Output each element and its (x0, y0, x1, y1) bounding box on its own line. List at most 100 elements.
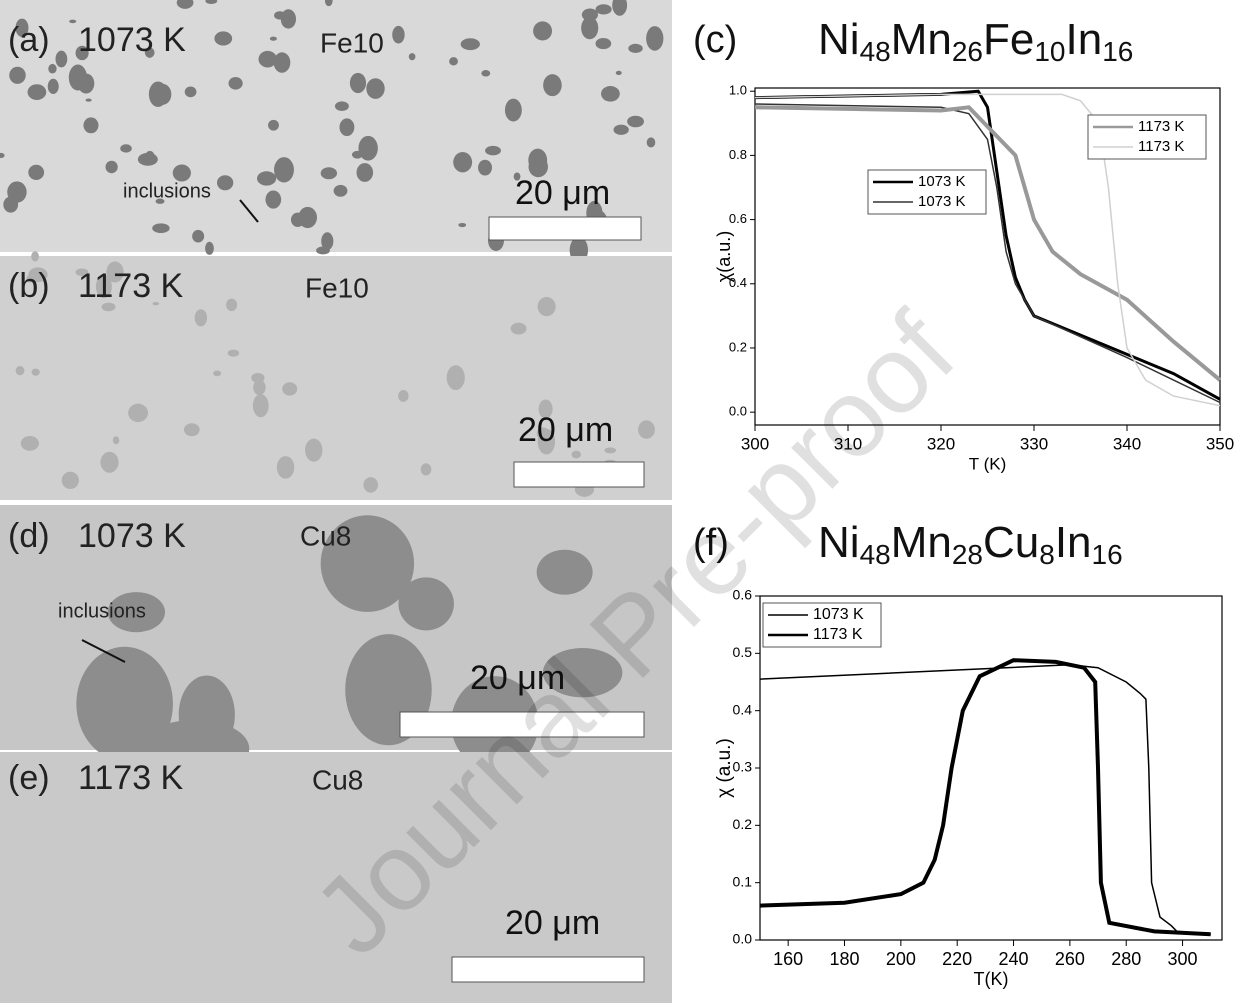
alloy: Fe10 (320, 27, 384, 58)
phase-grain (446, 365, 465, 391)
phase-grain (449, 57, 458, 66)
phase-grain (536, 549, 593, 595)
phase-grain (3, 196, 19, 213)
phase-grain (628, 43, 643, 53)
phase-grain (152, 223, 170, 233)
phase-grain (26, 274, 34, 283)
y-tick-label: 0.5 (733, 644, 753, 660)
phase-grain (269, 36, 277, 41)
arrow (81, 639, 126, 663)
phase-grain (282, 382, 298, 396)
phase-grain (31, 368, 40, 376)
phase-grain (227, 349, 240, 357)
phase-grain (106, 261, 124, 283)
annotation: inclusions (58, 600, 146, 622)
legend-label: 1173 K (1138, 118, 1184, 135)
phase-grain (155, 198, 165, 204)
phase-grain (205, 0, 218, 5)
phase-grain (453, 152, 473, 173)
temperature: 1073 K (78, 21, 186, 59)
phase-grain (638, 420, 655, 439)
phase-grain (48, 63, 57, 74)
y-tick-label: 0.0 (729, 404, 747, 419)
phase-grain (537, 296, 556, 317)
legend-label: 1173 K (813, 626, 863, 643)
phase-grain (356, 163, 374, 182)
phase-grain (595, 38, 612, 50)
phase-grain (320, 515, 415, 612)
phase-grain (604, 447, 617, 454)
scale-label: 20 μm (518, 411, 613, 449)
phase-grain (324, 0, 333, 7)
data-line (759, 658, 1211, 937)
phase-grain (398, 390, 409, 402)
phase-grain (20, 435, 39, 451)
phase-grain (333, 184, 348, 197)
x-tick-label: 300 (1168, 949, 1198, 969)
phase-grain (61, 471, 79, 489)
phase-grain (339, 118, 355, 137)
phase-grain (85, 98, 92, 102)
y-tick-label: 0.4 (729, 275, 747, 290)
phase-grain (183, 423, 200, 437)
chart-title: Ni48Mn26Fe10In16 (818, 15, 1133, 68)
phase-grain (214, 31, 233, 46)
micrograph (0, 0, 672, 252)
phase-grain (192, 229, 205, 243)
y-tick-label: 0.1 (733, 873, 753, 889)
alloy: Cu8 (300, 520, 351, 551)
phase-grain (9, 66, 26, 84)
phase-grain (481, 70, 491, 77)
legend-label: 1073 K (918, 173, 966, 190)
phase-grain (268, 119, 279, 131)
scale-label: 20 μm (505, 904, 600, 942)
phase-grain (226, 298, 238, 312)
phase-grain (504, 98, 522, 122)
phase-grain (144, 47, 155, 58)
phase-grain (148, 81, 168, 108)
panel-label: (e) (8, 759, 50, 797)
phase-grain (128, 403, 149, 423)
data-line (759, 664, 1211, 936)
phase-grain (172, 164, 191, 182)
phase-grain (152, 301, 160, 306)
plot-frame (754, 87, 1221, 426)
phase-grain (595, 4, 612, 15)
phase-grain (228, 76, 243, 90)
phase-grain (601, 85, 620, 102)
x-axis-label: T(K) (974, 969, 1009, 989)
phase-grain (112, 436, 120, 445)
phase-grain (646, 26, 664, 51)
data-line (754, 89, 1221, 401)
phase-grain (75, 268, 89, 276)
chart-title: Ni48Mn28Cu8In16 (818, 518, 1123, 571)
phase-grain (581, 16, 599, 40)
micrographs: (a) 1073 K Fe10 20 μm inclusions (b) 1173 K Fe1… (0, 0, 672, 1003)
x-tick-label: 340 (1113, 434, 1141, 453)
y-tick-label: 0.4 (733, 701, 753, 717)
legend-label: 1073 K (918, 193, 966, 210)
phase-grain (176, 0, 194, 9)
phase-grain (31, 251, 39, 262)
x-tick-label: 240 (999, 949, 1029, 969)
phase-grain (460, 38, 480, 51)
phase-grain (392, 25, 405, 44)
x-tick-label: 280 (1111, 949, 1141, 969)
phase-grain (363, 477, 379, 493)
data-line (754, 105, 1222, 382)
y-axis-label: χ (a.u.) (714, 738, 735, 798)
phase-grain (627, 115, 644, 128)
phase-grain (305, 438, 323, 462)
y-tick-label: 0.6 (733, 587, 753, 603)
legend-box (762, 602, 882, 648)
temperature: 1073 K (78, 517, 186, 555)
phase-grain (105, 160, 118, 174)
phase-grain (265, 190, 282, 209)
phase-grain (613, 124, 629, 135)
legend-label: 1173 K (1138, 138, 1184, 155)
scale-bar (399, 711, 645, 738)
phase-grain (273, 52, 291, 73)
phase-grain (101, 302, 116, 312)
